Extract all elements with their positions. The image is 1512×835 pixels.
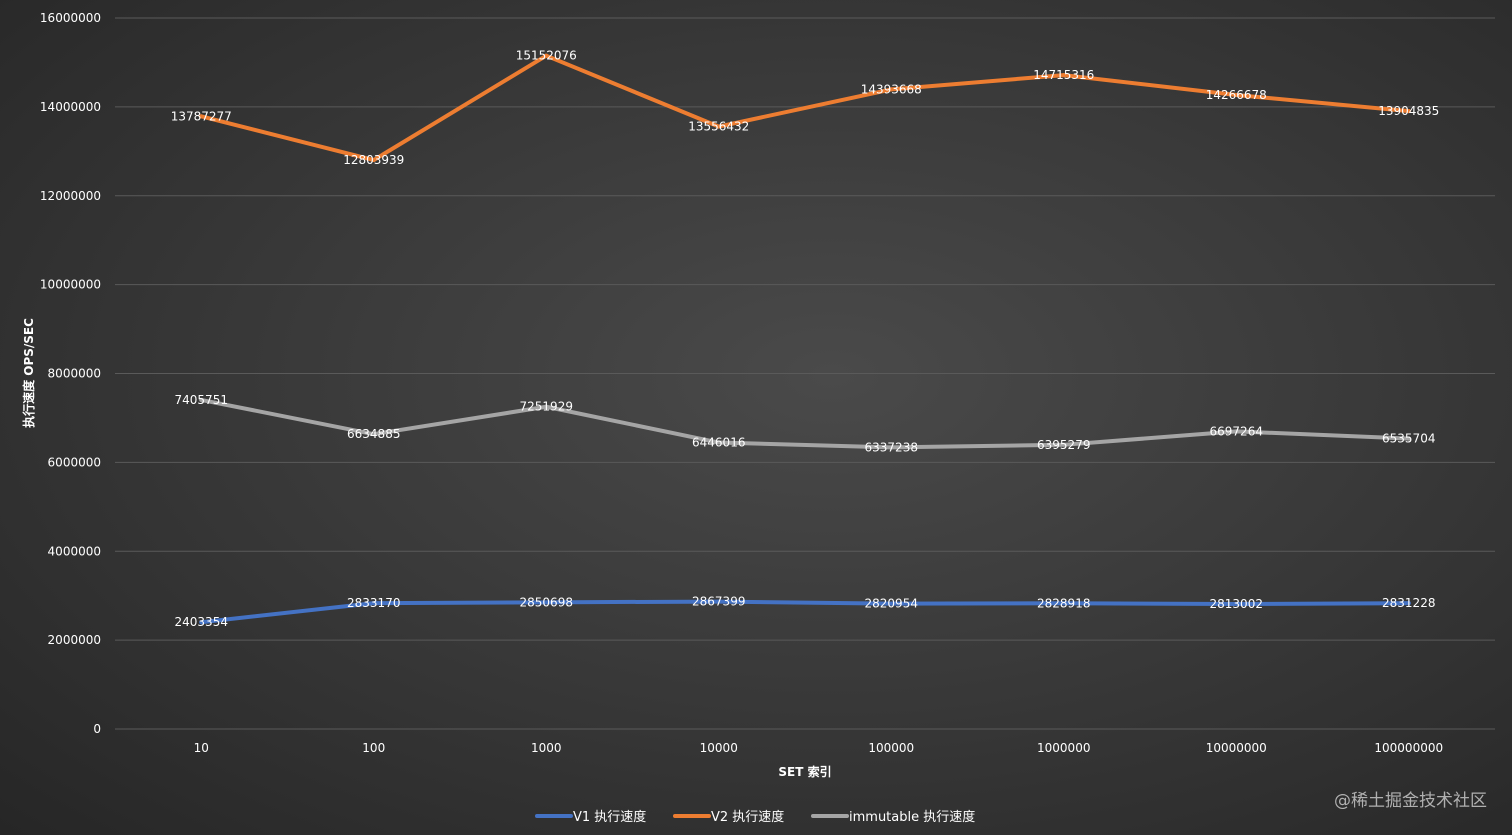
data-point xyxy=(371,432,376,437)
legend-entry: immutable 执行速度 xyxy=(849,809,975,825)
x-tick-label: 10000000 xyxy=(1206,741,1267,755)
data-point xyxy=(1234,601,1239,606)
data-point xyxy=(199,620,204,625)
data-point xyxy=(1061,442,1066,447)
gridlines xyxy=(115,17,1495,730)
x-tick-label: 100 xyxy=(362,741,385,755)
x-tick-label: 100000000 xyxy=(1374,741,1443,755)
data-point xyxy=(889,445,894,450)
data-label: 2867399 xyxy=(692,595,745,609)
y-tick-label: 2000000 xyxy=(48,633,101,647)
data-point xyxy=(1061,73,1066,78)
data-label: 6395279 xyxy=(1037,438,1090,452)
x-axis-ticks: 10 100 1000 10000 100000 1000000 10000000 10000… xyxy=(194,741,1444,755)
y-tick-label: 4000000 xyxy=(48,544,101,558)
y-tick-label: 6000000 xyxy=(48,455,101,469)
x-tick-label: 1000000 xyxy=(1037,741,1090,755)
data-label: 6337238 xyxy=(865,440,918,454)
data-label: 6535704 xyxy=(1382,432,1435,446)
data-label: 14715316 xyxy=(1033,68,1094,82)
data-label: 6446016 xyxy=(692,436,745,450)
data-point xyxy=(1234,429,1239,434)
data-point xyxy=(889,601,894,606)
data-point xyxy=(1406,436,1411,441)
data-label: 2850698 xyxy=(520,595,573,609)
series-line xyxy=(199,397,1411,450)
data-label: 15152076 xyxy=(516,49,577,63)
legend-entry: V2 执行速度 xyxy=(711,809,784,825)
data-label: 12803939 xyxy=(343,153,404,167)
legend-entry: V1 执行速度 xyxy=(573,809,646,825)
x-tick-label: 10 xyxy=(194,741,209,755)
y-axis-ticks: 0 2000000 4000000 6000000 8000000 10000000 120… xyxy=(40,11,101,736)
data-point xyxy=(544,53,549,58)
y-tick-label: 0 xyxy=(93,722,101,736)
data-point xyxy=(199,397,204,402)
series-line xyxy=(199,53,1411,163)
x-tick-label: 100000 xyxy=(868,741,914,755)
data-point xyxy=(371,158,376,163)
y-tick-label: 16000000 xyxy=(40,11,101,25)
watermark-text: @稀土掘金技术社区 xyxy=(1334,791,1487,811)
y-axis-label: 执行速度 OPS/SEC xyxy=(21,318,36,428)
data-label: 6634885 xyxy=(347,427,400,441)
data-labels: 2403354 2833170 2850698 2867399 2820954 28289… xyxy=(171,49,1440,630)
data-point xyxy=(544,404,549,409)
data-label: 13904835 xyxy=(1378,104,1439,118)
data-label: 14266678 xyxy=(1206,88,1267,102)
x-tick-label: 1000 xyxy=(531,741,562,755)
data-label: 2833170 xyxy=(347,596,400,610)
series-lines xyxy=(199,53,1411,625)
legend: V1 执行速度 V2 执行速度 immutable 执行速度 xyxy=(535,809,975,825)
data-label: 2403354 xyxy=(175,615,228,629)
data-label: 2831228 xyxy=(1382,596,1435,610)
data-point xyxy=(716,124,721,129)
y-tick-label: 8000000 xyxy=(48,367,101,381)
data-point xyxy=(1061,601,1066,606)
data-point xyxy=(716,440,721,445)
x-tick-label: 10000 xyxy=(700,741,738,755)
data-point xyxy=(1406,109,1411,114)
data-point xyxy=(199,114,204,119)
data-point xyxy=(1234,93,1239,98)
data-point xyxy=(371,601,376,606)
y-tick-label: 10000000 xyxy=(40,278,101,292)
data-point xyxy=(1406,601,1411,606)
x-axis-label: SET 索引 xyxy=(778,764,831,779)
data-label: 13787277 xyxy=(171,109,232,123)
data-label: 13556432 xyxy=(688,120,749,134)
data-label: 2828918 xyxy=(1037,596,1090,610)
y-tick-label: 14000000 xyxy=(40,100,101,114)
y-tick-label: 12000000 xyxy=(40,189,101,203)
data-label: 2813002 xyxy=(1210,597,1263,611)
series-line xyxy=(199,599,1411,625)
data-point xyxy=(889,87,894,92)
data-point xyxy=(544,600,549,605)
data-label: 7251929 xyxy=(520,400,573,414)
data-label: 6697264 xyxy=(1210,424,1263,438)
data-label: 7405751 xyxy=(175,393,228,407)
data-label: 14393668 xyxy=(861,82,922,96)
data-point xyxy=(716,599,721,604)
data-label: 2820954 xyxy=(865,597,918,611)
